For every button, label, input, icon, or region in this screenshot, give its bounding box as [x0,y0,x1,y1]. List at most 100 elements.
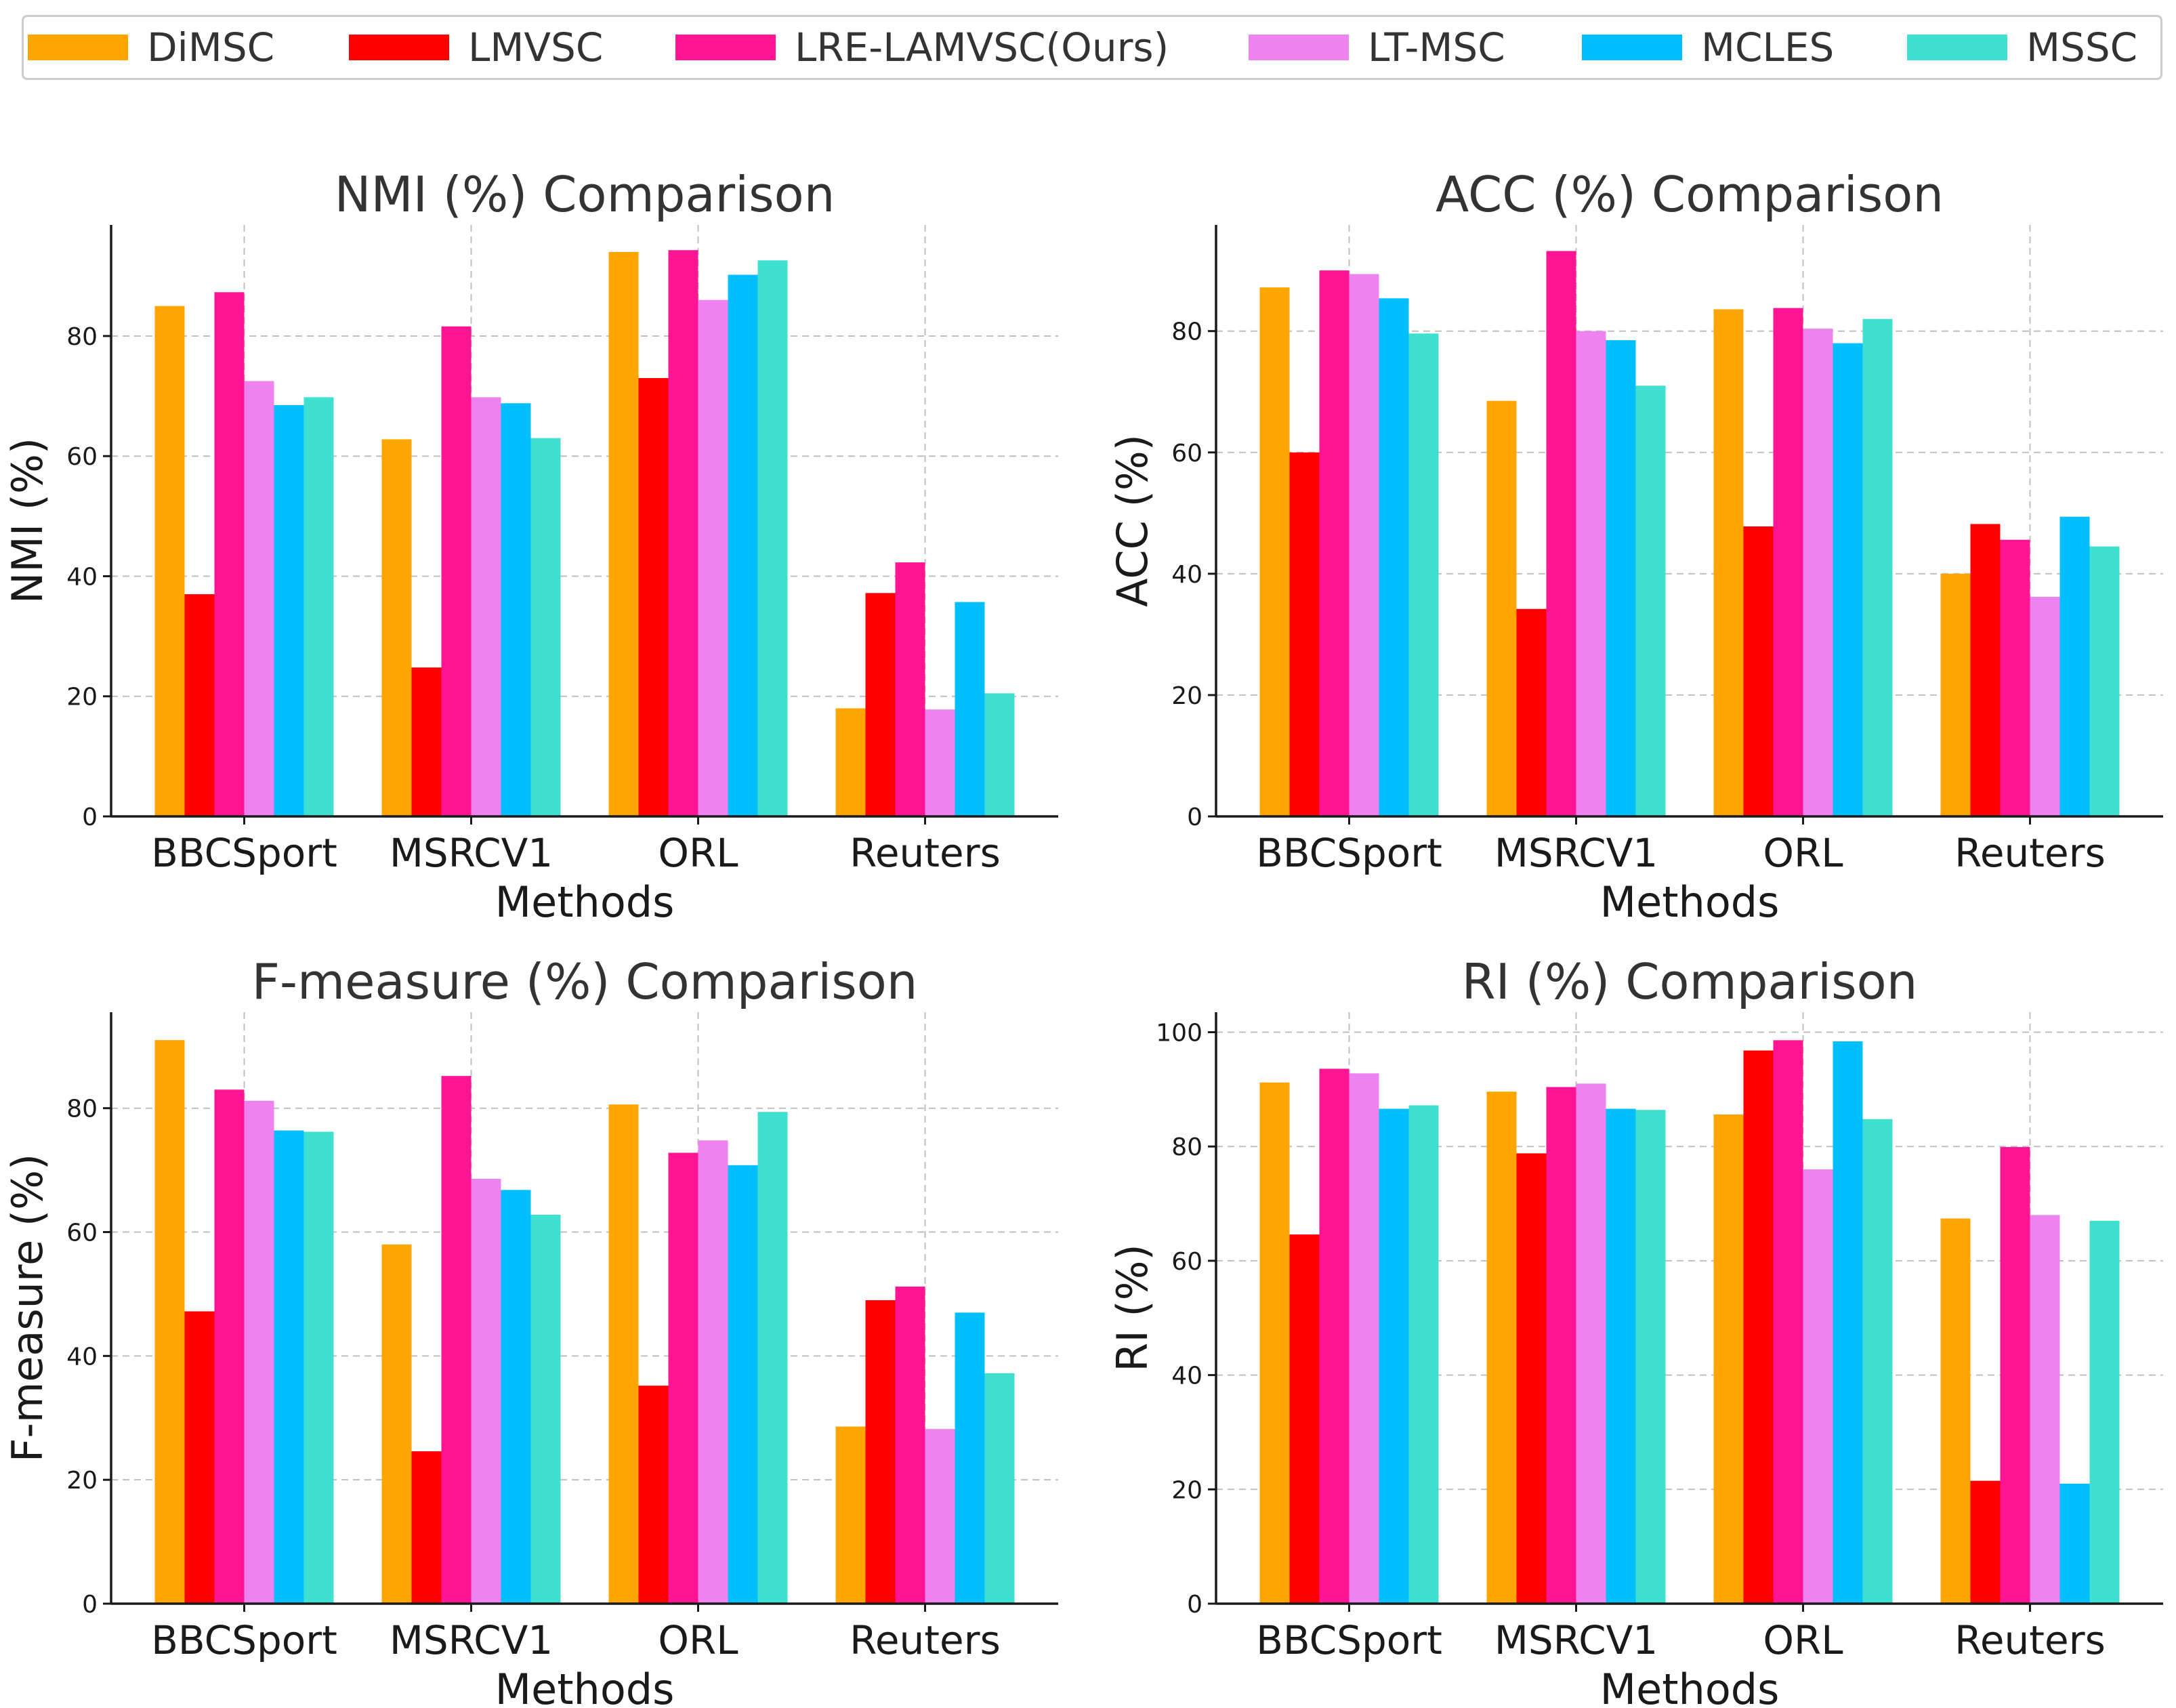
bar-mssc-reuters [2089,1220,2120,1604]
y-tick-label: 0 [1187,1591,1202,1619]
legend-item-0: DiMSC [28,17,274,78]
bar-lre-lamvsc-ours--msrcv1 [441,326,472,816]
chart-panel-0: 0 20 40 60 80 BBCSport MSRCV1 ORL Reuters NMI (%)… [3,166,1058,927]
bar-lt-msc-bbcsport [1349,1073,1379,1604]
bar-dimsc-msrcv1 [381,439,412,816]
legend: DiMSC LMVSC LRE-LAMVSC(Ours) LT-MSC MCLES MSS… [22,15,2162,80]
bar-mcles-bbcsport [1379,298,1409,816]
x-tick-label: MSRCV1 [390,830,553,876]
chart-panel-3: 0 20 40 60 80 100 BBCSport MSRCV1 ORL Reuters RI (… [1108,953,2163,1708]
bar-dimsc-bbcsport [1259,1082,1290,1604]
bar-lmvsc-msrcv1 [1516,608,1547,816]
bar-mcles-reuters [955,602,985,816]
bar-dimsc-msrcv1 [381,1244,412,1604]
x-tick-label: Reuters [850,830,1001,876]
bar-lt-msc-orl [698,1140,728,1604]
legend-swatch [349,35,449,60]
bar-lmvsc-bbcsport [184,1311,215,1604]
x-axis-label: Methods [1600,1665,1780,1708]
legend-item-3: LT-MSC [1249,17,1505,78]
bar-mcles-orl [728,1165,758,1604]
bar-mcles-reuters [2059,516,2090,816]
bar-lre-lamvsc-ours--bbcsport [1319,1068,1349,1604]
bar-mssc-orl [757,260,788,816]
legend-item-4: MCLES [1582,17,1834,78]
bar-lmvsc-reuters [1970,524,2001,816]
bar-lmvsc-msrcv1 [411,667,442,816]
bar-lt-msc-msrcv1 [1576,331,1606,816]
legend-swatch [28,35,128,60]
bar-lt-msc-reuters [2030,1215,2060,1604]
x-tick-label: Reuters [1954,1617,2106,1663]
legend-swatch [1907,35,2007,60]
bar-lmvsc-orl [1743,526,1774,816]
bar-mssc-msrcv1 [1635,1110,1666,1604]
bar-dimsc-bbcsport [154,306,185,816]
bar-lt-msc-msrcv1 [1576,1083,1606,1604]
bar-mssc-msrcv1 [1635,386,1666,816]
bar-lre-lamvsc-ours--orl [668,250,698,816]
y-tick-label: 40 [1171,561,1202,589]
x-axis-label: Methods [495,877,675,927]
bar-mssc-orl [1862,318,1893,816]
x-tick-label: MSRCV1 [390,1617,553,1663]
bar-lmvsc-reuters [1970,1480,2001,1604]
bar-lmvsc-msrcv1 [1516,1153,1547,1604]
bar-dimsc-bbcsport [154,1040,185,1604]
bar-lt-msc-msrcv1 [471,397,501,816]
bar-lre-lamvsc-ours--reuters [2000,539,2030,816]
chart-title: NMI (%) Comparison [335,166,835,223]
bar-mcles-reuters [955,1312,985,1604]
y-tick-label: 0 [82,804,98,831]
bar-mcles-msrcv1 [501,403,531,816]
bar-mcles-orl [1833,1041,1863,1604]
y-axis-label: NMI (%) [3,438,52,604]
bar-lre-lamvsc-ours--bbcsport [214,1089,245,1604]
x-tick-label: BBCSport [151,1617,337,1663]
bar-lmvsc-reuters [865,593,896,816]
y-tick-label: 20 [66,684,98,711]
bar-lt-msc-reuters [2030,596,2060,816]
y-axis-label: F-measure (%) [3,1154,52,1462]
x-tick-label: Reuters [850,1617,1001,1663]
x-tick-label: BBCSport [1256,1617,1442,1663]
bar-lre-lamvsc-ours--msrcv1 [1546,1087,1576,1604]
bar-mssc-bbcsport [1408,333,1439,817]
bar-lt-msc-reuters [925,1429,955,1604]
legend-swatch [1249,35,1349,60]
bar-mcles-reuters [2059,1483,2090,1604]
y-tick-label: 40 [66,1343,98,1371]
bar-lmvsc-bbcsport [1289,452,1320,816]
bar-mcles-bbcsport [1379,1108,1409,1604]
bar-lt-msc-msrcv1 [471,1178,501,1604]
bar-mssc-msrcv1 [530,1214,561,1604]
x-tick-label: ORL [1763,1617,1843,1663]
x-axis-label: Methods [1600,877,1780,927]
y-tick-label: 80 [1171,318,1202,346]
legend-swatch [675,35,776,60]
bar-lre-lamvsc-ours--msrcv1 [1546,251,1576,816]
bar-lre-lamvsc-ours--orl [1773,1040,1803,1604]
legend-label: DiMSC [147,24,275,70]
bar-lt-msc-bbcsport [1349,274,1379,817]
y-tick-label: 0 [82,1591,98,1619]
y-axis-label: RI (%) [1108,1244,1157,1371]
bar-lt-msc-reuters [925,709,955,816]
legend-item-1: LMVSC [349,17,603,78]
bar-mssc-reuters [984,1373,1015,1604]
x-tick-label: ORL [658,830,738,876]
bar-dimsc-msrcv1 [1486,400,1517,816]
y-tick-label: 80 [1171,1133,1202,1161]
x-axis-label: Methods [495,1665,675,1708]
bar-mcles-msrcv1 [1606,1108,1636,1604]
y-tick-label: 40 [66,563,98,591]
bar-dimsc-orl [1713,309,1744,816]
y-tick-label: 60 [66,1220,98,1247]
y-tick-label: 0 [1187,804,1202,831]
bar-lmvsc-orl [638,378,669,816]
bar-lmvsc-orl [638,1386,669,1604]
y-tick-label: 20 [1171,1476,1202,1504]
bar-lre-lamvsc-ours--bbcsport [1319,270,1349,817]
y-tick-label: 80 [66,323,98,351]
x-tick-label: MSRCV1 [1494,1617,1658,1663]
